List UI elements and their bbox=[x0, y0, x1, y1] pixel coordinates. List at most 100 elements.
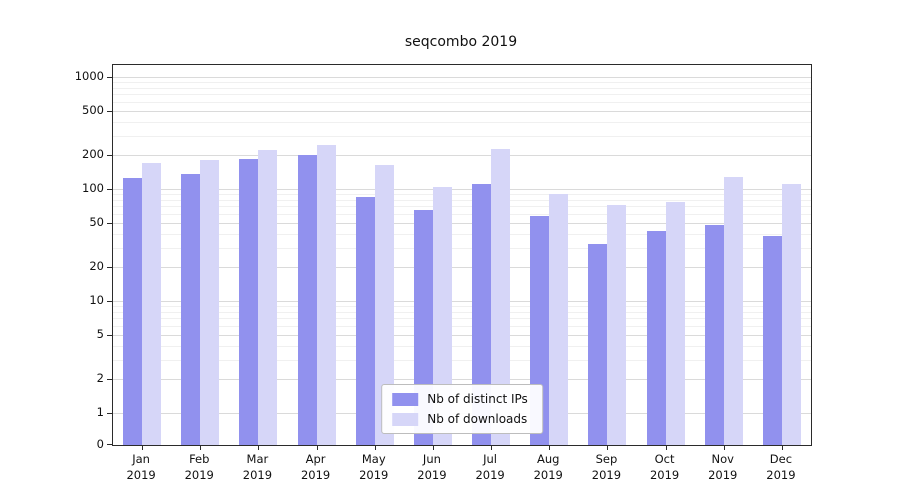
legend-swatch-distinct-ips bbox=[392, 392, 419, 406]
y-tick-mark bbox=[107, 444, 112, 445]
y-tick-mark bbox=[107, 379, 112, 381]
gridline bbox=[113, 189, 811, 190]
gridline bbox=[113, 135, 811, 137]
y-axis: 0 1 2 5 10 20 50 100 200 500 1000 bbox=[0, 64, 104, 451]
gridline bbox=[113, 267, 811, 269]
bar-downloads bbox=[374, 164, 394, 445]
x-tick-mark bbox=[142, 445, 144, 450]
y-tick-label: 5 bbox=[96, 326, 104, 341]
bar-distinct-ips bbox=[704, 224, 724, 445]
y-tick-label: 200 bbox=[82, 147, 104, 162]
x-tick-mark bbox=[781, 445, 783, 450]
gridline bbox=[113, 199, 811, 201]
bar-distinct-ips bbox=[239, 159, 259, 445]
gridline bbox=[113, 110, 811, 112]
x-tick-mark bbox=[258, 445, 260, 450]
gridline bbox=[113, 311, 811, 313]
y-tick-label: 1 bbox=[96, 405, 104, 419]
y-tick-label: 50 bbox=[89, 214, 104, 229]
gridline bbox=[113, 87, 811, 89]
legend-item-distinct-ips: Nb of distinct IPs bbox=[392, 392, 528, 406]
bar-distinct-ips bbox=[123, 178, 143, 445]
bar-downloads bbox=[665, 202, 685, 445]
bar-distinct-ips bbox=[646, 231, 666, 445]
x-tick-mark bbox=[200, 445, 202, 450]
x-tick-mark bbox=[607, 445, 609, 450]
x-tick-label: Sep 2019 bbox=[591, 452, 622, 482]
bar-downloads bbox=[723, 177, 743, 445]
y-tick-label: 20 bbox=[89, 259, 104, 274]
y-tick-mark bbox=[107, 155, 112, 157]
x-tick-mark bbox=[723, 445, 725, 450]
bar-distinct-ips bbox=[762, 236, 782, 445]
x-tick-label: Dec 2019 bbox=[766, 452, 796, 482]
bar-downloads bbox=[258, 149, 278, 445]
bar-downloads bbox=[607, 204, 627, 445]
bar-distinct-ips bbox=[297, 155, 317, 445]
gridline bbox=[113, 94, 811, 96]
x-tick-mark bbox=[549, 445, 551, 450]
x-tick-label: Oct 2019 bbox=[649, 452, 680, 482]
y-tick-label: 10 bbox=[89, 293, 104, 307]
bar-downloads bbox=[200, 160, 220, 445]
x-axis: Jan 2019 Feb 2019 Mar 2019 Apr 2019 May 2019 Jun 20… bbox=[112, 452, 810, 492]
bar-downloads bbox=[316, 145, 336, 445]
bar-distinct-ips bbox=[472, 184, 492, 445]
legend: Nb of distinct IPs Nb of downloads bbox=[381, 384, 543, 434]
y-tick-label: 2 bbox=[96, 371, 104, 386]
bar-downloads bbox=[549, 194, 569, 445]
y-tick-mark bbox=[107, 189, 112, 190]
gridline bbox=[113, 233, 811, 235]
gridline bbox=[113, 77, 811, 78]
gridline bbox=[113, 301, 811, 302]
gridline bbox=[113, 359, 811, 361]
y-tick-label: 0 bbox=[96, 437, 104, 451]
x-tick-label: Nov 2019 bbox=[708, 452, 738, 482]
x-tick-mark bbox=[432, 445, 434, 450]
chart-title: seqcombo 2019 bbox=[404, 34, 518, 50]
y-tick-label: 500 bbox=[82, 102, 104, 117]
x-tick-label: Feb 2019 bbox=[184, 452, 214, 482]
gridline bbox=[113, 318, 811, 320]
y-tick-mark bbox=[107, 334, 112, 336]
gridline bbox=[113, 206, 811, 208]
x-tick-label: Jan 2019 bbox=[126, 452, 156, 482]
y-tick-mark bbox=[107, 301, 112, 302]
x-tick-label: Apr 2019 bbox=[300, 452, 331, 482]
plot-area: Nb of distinct IPs Nb of downloads bbox=[107, 64, 812, 450]
gridline bbox=[113, 155, 811, 157]
gridline bbox=[113, 379, 811, 381]
legend-item-downloads: Nb of downloads bbox=[392, 412, 528, 426]
bar-downloads bbox=[142, 163, 162, 445]
bar-distinct-ips bbox=[355, 196, 375, 445]
gridline bbox=[113, 334, 811, 336]
bar-distinct-ips bbox=[588, 244, 608, 445]
y-tick-mark bbox=[107, 110, 112, 112]
bar-downloads bbox=[432, 186, 452, 445]
gridline bbox=[113, 325, 811, 327]
x-tick-mark bbox=[316, 445, 318, 450]
y-tick-mark bbox=[107, 77, 112, 78]
x-tick-label: May 2019 bbox=[359, 452, 389, 482]
bar-downloads bbox=[781, 183, 801, 445]
gridline bbox=[113, 82, 811, 84]
y-tick-mark bbox=[107, 222, 112, 224]
gridline bbox=[113, 247, 811, 249]
y-tick-label: 100 bbox=[82, 181, 104, 195]
y-tick-label: 1000 bbox=[74, 69, 104, 83]
legend-label: Nb of distinct IPs bbox=[427, 392, 528, 406]
gridline bbox=[113, 213, 811, 215]
gridline bbox=[113, 194, 811, 196]
x-tick-mark bbox=[374, 445, 376, 450]
gridline bbox=[113, 222, 811, 224]
bar-distinct-ips bbox=[181, 174, 201, 445]
x-tick-label: Mar 2019 bbox=[242, 452, 273, 482]
legend-label: Nb of downloads bbox=[427, 412, 528, 426]
legend-swatch-downloads bbox=[392, 412, 419, 426]
bar-downloads bbox=[491, 148, 511, 445]
gridline bbox=[113, 306, 811, 308]
x-tick-label: Jul 2019 bbox=[475, 452, 505, 482]
y-tick-mark bbox=[107, 267, 112, 269]
x-tick-label: Aug 2019 bbox=[533, 452, 563, 482]
